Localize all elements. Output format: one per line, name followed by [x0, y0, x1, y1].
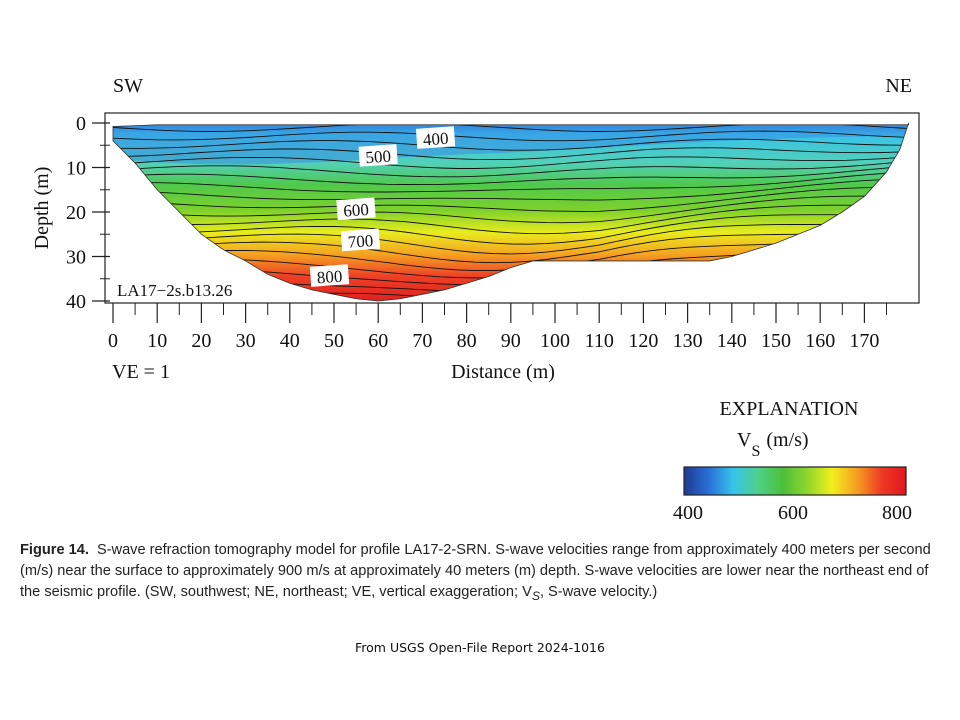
ne-label: NE — [885, 75, 912, 97]
contour-label: 600 — [336, 197, 376, 221]
model-label-box — [113, 278, 263, 301]
legend-unit-v: V — [737, 429, 752, 451]
vertical-exaggeration-label: VE = 1 — [112, 361, 170, 383]
figure-caption: Figure 14. S-wave refraction tomography m… — [20, 540, 945, 607]
caption-subscript: S — [531, 588, 540, 603]
contour-label-box — [336, 197, 376, 221]
y-tick-label: 10 — [66, 158, 86, 180]
contour-label-text: 400 — [422, 129, 449, 150]
x-tick-label: 40 — [280, 330, 300, 352]
contour-line — [113, 178, 909, 201]
contour-label-box — [415, 126, 456, 149]
contour-line — [113, 155, 909, 169]
contour-line — [113, 160, 909, 178]
model-label: LA17−2s.b13.26 — [117, 281, 232, 300]
contour-label-text: 700 — [347, 231, 374, 252]
colorbar-tick-min: 400 — [673, 502, 703, 524]
sw-label: SW — [113, 75, 143, 97]
x-tick-label: 130 — [673, 330, 703, 352]
x-tick-label: 80 — [457, 330, 477, 352]
x-axis-title: Distance (m) — [451, 361, 555, 383]
y-tick-label: 30 — [66, 247, 86, 269]
legend-title: EXPLANATION — [720, 398, 859, 420]
x-tick-label: 110 — [585, 330, 614, 352]
colorbar-tick-mid: 600 — [778, 502, 808, 524]
x-tick-label: 150 — [761, 330, 791, 352]
contour-line — [113, 186, 909, 212]
contour-label-text: 600 — [343, 200, 370, 221]
legend-unit-subscript: S — [751, 443, 760, 460]
contour-line — [113, 130, 909, 142]
contour-line — [113, 225, 909, 264]
x-tick-label: 10 — [147, 330, 167, 352]
contour-label: 500 — [358, 144, 398, 168]
contour-label: 700 — [340, 228, 381, 252]
contour-label: 800 — [309, 264, 350, 288]
x-tick-label: 160 — [805, 330, 835, 352]
contour-label-box — [309, 264, 350, 287]
y-tick-label: 0 — [76, 113, 86, 135]
x-tick-label: 70 — [412, 330, 432, 352]
legend-unit: VS (m/s) — [737, 429, 809, 460]
model-outline — [112, 122, 909, 302]
contour-label-text: 800 — [316, 267, 343, 288]
x-tick-label: 140 — [717, 330, 747, 352]
colorbar-tick-max: 800 — [882, 502, 912, 524]
y-tick-label: 40 — [66, 291, 86, 313]
contour-line — [113, 195, 909, 224]
caption-text-end: , S-wave velocity.) — [539, 584, 658, 600]
x-tick-label: 170 — [849, 330, 879, 352]
contour-line — [113, 165, 909, 186]
x-tick-label: 20 — [191, 330, 211, 352]
contour-line — [113, 204, 909, 235]
x-tick-label: 30 — [236, 330, 256, 352]
contour-line — [113, 170, 909, 193]
x-tick-label: 50 — [324, 330, 344, 352]
source-note: From USGS Open-File Report 2024-1016 — [355, 640, 605, 655]
y-axis-title: Depth (m) — [31, 167, 53, 250]
velocity-model-fill — [113, 123, 909, 301]
contour-line — [113, 138, 909, 151]
legend-unit-suffix: (m/s) — [766, 429, 808, 451]
y-tick-label: 20 — [66, 202, 86, 224]
contour-line — [113, 147, 909, 161]
colorbar — [683, 466, 907, 496]
contour-line — [113, 213, 909, 245]
x-tick-label: 120 — [628, 330, 658, 352]
contour-label: 400 — [415, 126, 456, 150]
figure-label: Figure 14. — [20, 542, 89, 558]
caption-text: S-wave refraction tomography model for p… — [20, 542, 931, 600]
contour-label-box — [358, 144, 398, 167]
x-tick-label: 100 — [540, 330, 570, 352]
contour-line — [113, 219, 909, 255]
x-axis: 0 10 20 30 40 50 60 70 80 90 100 110 120 130 140 150 160… — [108, 303, 887, 352]
x-tick-label: 60 — [368, 330, 388, 352]
x-tick-label: 0 — [108, 330, 118, 352]
y-axis: 0 10 20 30 40 — [66, 113, 110, 313]
contour-label-box — [340, 228, 381, 252]
plot-frame — [104, 112, 920, 304]
x-tick-label: 90 — [501, 330, 521, 352]
contour-label-text: 500 — [365, 147, 392, 168]
